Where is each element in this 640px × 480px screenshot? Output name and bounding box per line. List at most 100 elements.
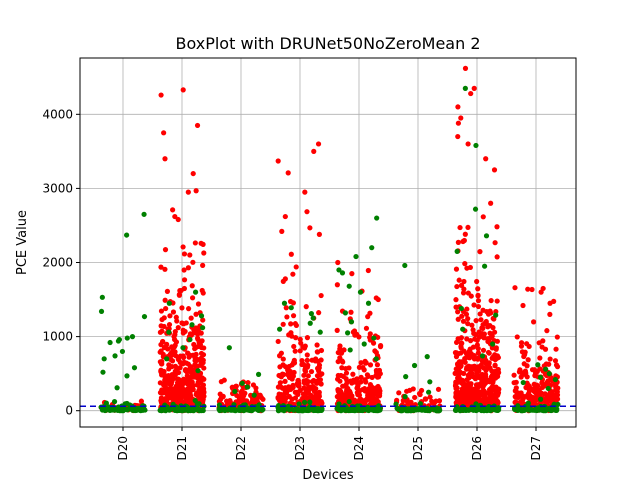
data-point-red-d23 xyxy=(278,374,284,380)
data-point-green-d27 xyxy=(549,407,556,413)
data-point-red-d23 xyxy=(316,392,322,398)
data-point-red-d21 xyxy=(188,315,194,321)
data-point-red-d26 xyxy=(455,309,461,315)
data-point-green-d24 xyxy=(365,300,372,306)
data-point-red-d22 xyxy=(245,380,251,386)
data-point-red-d24 xyxy=(335,393,341,399)
data-point-red-d24 xyxy=(358,360,364,366)
data-point-red-d25 xyxy=(412,394,418,401)
data-point-red-d23 xyxy=(319,371,325,377)
data-point-green-d26 xyxy=(492,406,498,412)
data-point-red-d26 xyxy=(460,380,466,386)
data-point-green-d23 xyxy=(307,320,313,326)
data-point-red-d23 xyxy=(279,228,285,234)
data-point-red-d23 xyxy=(283,305,289,311)
data-point-red-d24 xyxy=(365,373,371,379)
data-point-green-d24 xyxy=(340,404,346,410)
data-point-red-d26 xyxy=(464,265,470,271)
data-point-red-d27 xyxy=(547,356,553,362)
data-point-red-d26 xyxy=(470,327,476,333)
data-point-red-d21 xyxy=(162,266,168,272)
data-point-green-d25 xyxy=(408,407,415,413)
data-point-red-d26 xyxy=(487,330,493,336)
data-point-red-d26 xyxy=(488,297,494,304)
data-point-green-d21 xyxy=(190,406,197,412)
data-point-red-d23 xyxy=(297,336,303,342)
data-point-red-d23 xyxy=(296,383,302,389)
data-point-red-d27 xyxy=(513,385,519,391)
data-point-red-d23 xyxy=(304,352,310,358)
data-point-red-d21 xyxy=(174,318,180,324)
data-point-green-d21 xyxy=(195,368,201,374)
data-point-green-d21 xyxy=(168,406,174,412)
data-point-red-d26 xyxy=(462,261,468,267)
data-point-green-d24 xyxy=(360,407,366,413)
data-point-red-d21 xyxy=(161,130,167,136)
data-point-red-d27 xyxy=(520,302,526,309)
data-point-red-d27 xyxy=(524,374,530,380)
data-point-red-d27 xyxy=(525,286,531,292)
data-point-red-d21 xyxy=(188,332,195,338)
x-tick-label: D22 xyxy=(234,436,248,461)
data-point-green-d25 xyxy=(426,408,432,414)
data-point-red-d24 xyxy=(362,377,368,383)
data-point-red-d27 xyxy=(537,355,543,361)
data-point-red-d21 xyxy=(185,306,192,312)
data-point-red-d23 xyxy=(286,363,292,370)
data-point-red-d21 xyxy=(163,390,170,397)
data-point-red-d25 xyxy=(407,387,413,393)
data-point-red-d24 xyxy=(351,377,357,383)
data-point-red-d23 xyxy=(316,310,322,316)
data-point-green-d21 xyxy=(198,407,205,414)
data-point-red-d21 xyxy=(176,292,183,298)
data-point-green-d24 xyxy=(336,267,342,273)
data-point-red-d26 xyxy=(490,380,496,386)
data-point-red-d26 xyxy=(471,85,477,91)
data-point-red-d24 xyxy=(335,259,341,266)
data-point-red-d21 xyxy=(172,329,178,335)
data-point-red-d24 xyxy=(371,396,377,402)
data-point-red-d26 xyxy=(483,378,489,384)
data-point-red-d26 xyxy=(475,286,481,292)
data-point-red-d23 xyxy=(303,304,309,310)
data-point-green-d21 xyxy=(164,356,170,362)
data-point-red-d26 xyxy=(484,361,490,367)
data-point-green-d26 xyxy=(482,263,488,269)
data-point-red-d26 xyxy=(494,254,500,260)
chart-title: BoxPlot with DRUNet50NoZeroMean 2 xyxy=(175,34,480,53)
data-point-red-d23 xyxy=(278,394,284,400)
data-point-green-d27 xyxy=(546,371,552,377)
data-point-red-d23 xyxy=(312,399,318,405)
data-point-red-d21 xyxy=(167,313,173,319)
data-point-red-d27 xyxy=(552,382,559,388)
data-point-red-d21 xyxy=(166,386,172,392)
data-point-green-d21 xyxy=(200,325,206,331)
data-point-red-d26 xyxy=(464,336,470,342)
data-point-green-d21 xyxy=(196,401,202,407)
data-point-green-d23 xyxy=(301,399,308,405)
data-point-red-d26 xyxy=(478,317,484,323)
data-point-red-d26 xyxy=(465,321,471,327)
data-point-red-d21 xyxy=(197,385,203,391)
data-point-red-d21 xyxy=(193,358,199,364)
data-point-red-d26 xyxy=(465,224,471,231)
data-point-green-d23 xyxy=(286,407,293,413)
data-point-green-d22 xyxy=(226,345,232,351)
data-point-red-d26 xyxy=(492,362,498,368)
data-point-red-d27 xyxy=(542,391,548,397)
data-point-red-d26 xyxy=(461,286,467,292)
data-point-red-d24 xyxy=(348,309,354,315)
data-point-red-d23 xyxy=(305,373,311,379)
data-point-red-d21 xyxy=(183,320,189,326)
data-point-red-d21 xyxy=(171,336,178,343)
data-point-red-d21 xyxy=(198,240,204,246)
data-point-red-d23 xyxy=(293,264,299,270)
data-point-red-d26 xyxy=(470,344,477,350)
data-point-red-d21 xyxy=(158,369,164,375)
data-point-red-d21 xyxy=(184,369,190,375)
data-point-red-d23 xyxy=(280,356,286,362)
data-point-red-d21 xyxy=(193,311,199,317)
data-point-green-d24 xyxy=(357,289,364,295)
data-point-red-d23 xyxy=(284,314,290,320)
data-point-green-d25 xyxy=(424,354,430,360)
